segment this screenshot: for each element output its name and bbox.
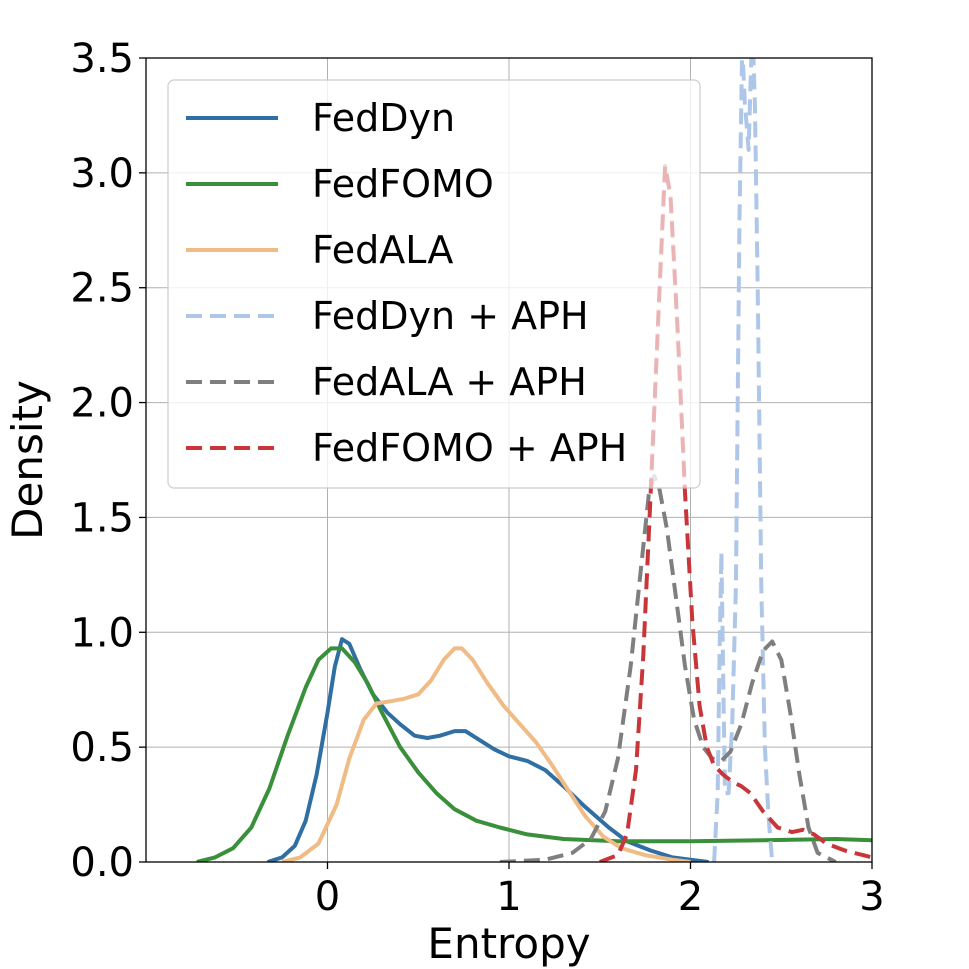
legend-label-fedfomo-aph: FedFOMO + APH <box>312 426 627 470</box>
x-tick-label-3: 3 <box>859 874 884 920</box>
x-tick-label-2: 2 <box>678 874 703 920</box>
x-axis-label: Entropy <box>427 919 590 968</box>
legend-label-fedala-aph: FedALA + APH <box>312 360 587 404</box>
series-line-feddyn <box>266 637 709 862</box>
x-tick-label-1: 1 <box>496 874 521 920</box>
x-tick-label-0: 0 <box>315 874 340 920</box>
y-tick-label-5: 2.5 <box>70 266 134 312</box>
legend-box <box>167 79 701 489</box>
legend-label-feddyn-aph: FedDyn + APH <box>312 294 589 338</box>
y-axis-label: Density <box>3 380 52 540</box>
legend-item-fedala-aph: FedALA + APH <box>186 360 587 404</box>
legend-item-fedfomo-aph: FedFOMO + APH <box>186 426 627 470</box>
y-tick-label-7: 3.5 <box>70 36 134 82</box>
series-layer <box>196 58 872 862</box>
legend-item-feddyn-aph: FedDyn + APH <box>186 294 589 338</box>
tick-labels: 0 1 2 3 0.0 0.5 1.0 1.5 2.0 2.5 3.0 3.5 <box>70 36 884 920</box>
y-tick-label-1: 0.5 <box>70 725 134 771</box>
legend-item-feddyn: FedDyn <box>186 96 455 140</box>
y-tick-label-0: 0.0 <box>70 840 134 886</box>
legend-item-fedala: FedALA <box>186 228 453 272</box>
y-tick-label-4: 2.0 <box>70 381 134 427</box>
legend-label-fedala: FedALA <box>312 228 453 272</box>
series-line-fedala-aph <box>499 474 837 862</box>
legend: FedDyn FedFOMO FedALA FedDyn + APH FedALA + … <box>167 79 701 495</box>
legend-label-feddyn: FedDyn <box>312 96 455 140</box>
series-line-fedfomo-aph <box>599 164 872 862</box>
series-line-feddyn-aph <box>712 58 775 862</box>
y-tick-label-2: 1.0 <box>70 610 134 656</box>
legend-label-fedfomo: FedFOMO <box>312 162 494 206</box>
y-tick-label-3: 1.5 <box>70 495 134 541</box>
legend-item-fedfomo: FedFOMO <box>186 162 494 206</box>
series-faded-fedfomo-aph <box>648 165 688 495</box>
y-tick-label-6: 3.0 <box>70 151 134 197</box>
